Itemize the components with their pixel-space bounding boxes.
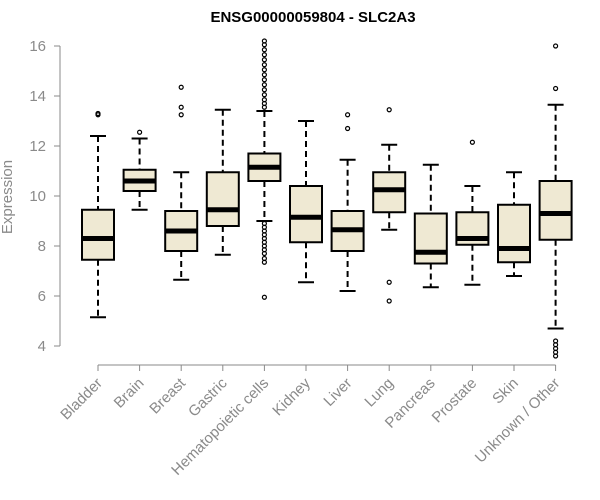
x-tick-label: Brain	[111, 375, 148, 412]
outlier-point	[552, 85, 559, 92]
outlier-point	[469, 139, 475, 145]
outlier-point	[261, 47, 267, 53]
axes: 4 6 8 10 12 14 16	[29, 38, 557, 371]
outlier-point	[552, 338, 559, 344]
y-tick-label: 12	[29, 138, 46, 155]
x-tick-label: Liver	[320, 375, 355, 410]
outlier-point	[178, 104, 184, 110]
box-lung	[372, 107, 407, 304]
y-axis-label: Expression	[0, 160, 16, 234]
outlier-point	[261, 92, 267, 98]
box-unknown-other	[538, 43, 573, 359]
box-breast	[164, 84, 199, 281]
x-tick-label: Skin	[489, 375, 522, 408]
y-tick-label: 6	[38, 288, 46, 305]
x-tick-label: Bladder	[57, 375, 106, 424]
outlier-point	[261, 72, 267, 78]
x-tick-label: Lung	[361, 375, 397, 411]
box-hematopoietic-cells	[247, 38, 282, 300]
y-tick-label: 14	[29, 88, 46, 105]
box-pancreas	[413, 163, 448, 289]
outlier-point	[261, 57, 267, 63]
outlier-point	[261, 38, 267, 44]
outlier-point	[386, 107, 392, 113]
box-iqr	[497, 203, 531, 264]
chart-title: ENSG00000059804 - SLC2A3	[210, 9, 415, 26]
outlier-point	[261, 67, 267, 73]
outlier-point	[552, 43, 559, 49]
box-kidney	[289, 120, 323, 284]
outlier-point	[261, 87, 267, 93]
y-tick-label: 16	[29, 38, 46, 55]
box-iqr	[81, 208, 115, 261]
box-iqr	[289, 185, 323, 244]
outlier-point	[386, 279, 392, 285]
outlier-point	[261, 294, 267, 300]
outlier-point	[261, 255, 267, 262]
outlier-point	[261, 52, 267, 58]
outlier-point	[261, 77, 267, 83]
box-brain	[122, 129, 157, 211]
box-bladder	[81, 110, 115, 319]
boxes	[81, 38, 573, 359]
y-tick-label: 10	[29, 188, 46, 205]
outlier-point	[95, 110, 101, 117]
box-skin	[497, 171, 531, 277]
box-gastric	[205, 108, 240, 256]
y-tick-label: 8	[38, 238, 46, 255]
outlier-point	[178, 84, 184, 90]
x-tick-label: Breast	[146, 374, 189, 417]
box-prostate	[455, 139, 490, 286]
x-tick-label: Prostate	[429, 375, 481, 427]
box-liver	[330, 112, 365, 292]
outlier-point	[345, 125, 351, 132]
box-iqr	[413, 212, 448, 265]
outlier-point	[345, 112, 351, 118]
outlier-point	[261, 220, 267, 227]
outlier-point	[386, 298, 392, 304]
outlier-point	[261, 82, 267, 88]
outlier-point	[178, 112, 184, 118]
outlier-point	[261, 97, 267, 103]
box-iqr	[205, 171, 240, 227]
box-iqr	[538, 180, 573, 241]
x-tick-label: Kidney	[269, 374, 314, 419]
y-tick-label: 4	[38, 338, 46, 355]
outlier-point	[137, 129, 143, 135]
outlier-point	[261, 62, 267, 68]
